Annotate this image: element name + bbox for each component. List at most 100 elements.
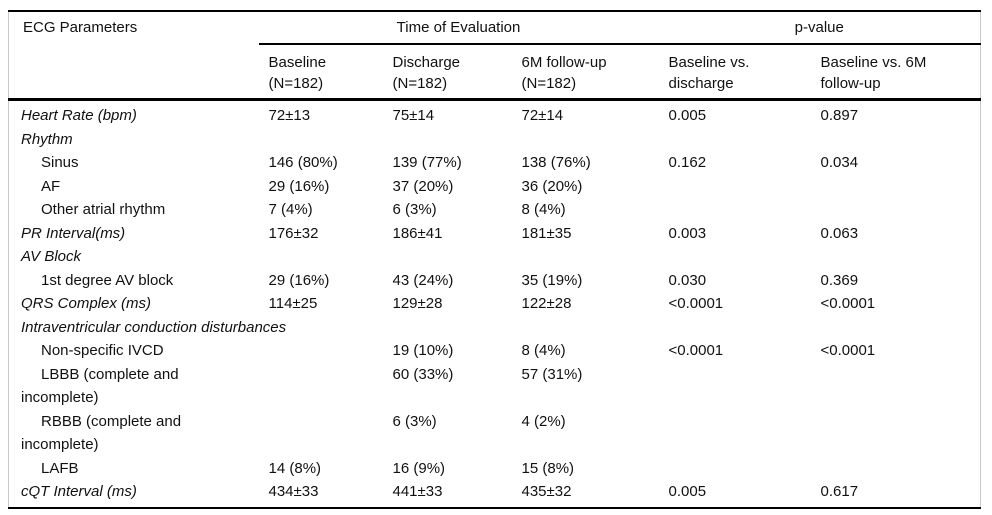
table-row: Sinus 146 (80%) 139 (77%) 138 (76%) 0.16… [9, 151, 981, 175]
table-row: Heart Rate (bpm) 72±13 75±14 72±14 0.005… [9, 100, 981, 128]
row-label: Rhythm [21, 130, 73, 148]
row-label: AF [41, 177, 61, 195]
cell-value: 0.005 [668, 483, 707, 500]
cell-value: 60 (33%) [392, 365, 454, 383]
cell-value: 29 (16%) [268, 177, 330, 195]
cell-value: 0.897 [820, 107, 859, 124]
table-body: Heart Rate (bpm) 72±13 75±14 72±14 0.005… [9, 100, 981, 508]
column-header-baseline-vs-6m-follow-up: Baseline vs. 6M follow-up [810, 44, 981, 101]
row-label: RBBB (complete and incomplete) [21, 412, 182, 454]
cell-value [811, 245, 981, 269]
cell-value [659, 363, 811, 410]
cell-value [811, 457, 981, 481]
cell-value: 43 (24%) [392, 271, 454, 289]
row-label: Intraventricular conduction disturbances [21, 318, 287, 336]
cell-value: 19 (10%) [392, 342, 454, 359]
cell-value [383, 245, 512, 269]
column-header-6m-follow-up: 6M follow-up (N=182) [511, 44, 659, 101]
column-header-line2: (N=182) [521, 75, 577, 92]
row-label: Heart Rate (bpm) [21, 107, 137, 124]
row-label: QRS Complex (ms) [21, 295, 152, 312]
cell-value [383, 128, 512, 152]
table-header: ECG Parameters Time of Evaluation p-valu… [8, 11, 981, 101]
group-header-p-value: p-value [658, 11, 981, 45]
table-row: cQT Interval (ms) 434±33 441±33 435±32 0… [9, 480, 981, 508]
cell-value: 37 (20%) [392, 177, 454, 195]
cell-value: <0.0001 [668, 342, 724, 359]
row-label: Non-specific IVCD [41, 342, 164, 359]
cell-value: 129±28 [392, 295, 443, 312]
cell-value [659, 410, 811, 457]
row-label: AV Block [21, 248, 82, 265]
cell-value [659, 245, 811, 269]
cell-value: 176±32 [268, 224, 319, 242]
cell-value: 7 (4%) [268, 201, 313, 218]
column-header-line1: Baseline vs. 6M [820, 54, 927, 71]
table-row: AV Block [9, 245, 981, 269]
table-row: Intraventricular conduction disturbances [9, 316, 981, 340]
cell-value: 8 (4%) [521, 201, 566, 218]
row-label: Other atrial rhythm [41, 201, 166, 218]
table-row: Rhythm [9, 128, 981, 152]
group-header-time-of-evaluation: Time of Evaluation [258, 11, 659, 45]
column-header-line2: (N=182) [392, 75, 448, 92]
cell-value [811, 128, 981, 152]
table-row: RBBB (complete and incomplete) 6 (3%) 4 … [9, 410, 981, 457]
cell-value [383, 316, 512, 340]
cell-value: <0.0001 [820, 295, 876, 312]
row-label: LBBB (complete and incomplete) [21, 365, 179, 407]
cell-value [259, 245, 383, 269]
cell-value: 4 (2%) [521, 412, 566, 430]
row-label: LAFB [41, 459, 79, 477]
cell-value: 0.005 [668, 107, 707, 124]
cell-value: <0.0001 [668, 295, 724, 312]
cell-value: 36 (20%) [521, 177, 583, 195]
cell-value: 6 (3%) [392, 412, 437, 430]
cell-value: 122±28 [521, 295, 572, 312]
cell-value: 138 (76%) [521, 154, 591, 171]
row-label: PR Interval(ms) [21, 224, 126, 242]
cell-value: 35 (19%) [521, 271, 583, 289]
cell-value [659, 457, 811, 481]
cell-value: 8 (4%) [521, 342, 566, 359]
table-row: AF 29 (16%) 37 (20%) 36 (20%) [9, 175, 981, 199]
cell-value: 441±33 [392, 483, 443, 500]
cell-value: 434±33 [268, 483, 319, 500]
column-header-line1: Discharge [392, 54, 461, 71]
cell-value: 114±25 [268, 295, 318, 312]
column-header-row: Baseline (N=182) Discharge (N=182) 6M fo… [9, 44, 981, 101]
cell-value: 435±32 [521, 483, 572, 500]
cell-value [259, 363, 383, 410]
cell-value [512, 245, 659, 269]
cell-value: 146 (80%) [268, 154, 338, 171]
cell-value: 15 (8%) [521, 459, 575, 477]
column-header-line1: 6M follow-up [521, 54, 607, 71]
cell-value: 0.034 [820, 154, 859, 171]
cell-value: 16 (9%) [392, 459, 446, 477]
cell-value [811, 410, 981, 457]
cell-value [512, 316, 659, 340]
cell-value [811, 316, 981, 340]
cell-value: 6 (3%) [392, 201, 437, 218]
cell-value [811, 198, 981, 222]
cell-value: 72±14 [521, 107, 564, 124]
ecg-parameters-table: ECG Parameters Time of Evaluation p-valu… [8, 10, 982, 509]
cell-value: 0.063 [820, 224, 859, 242]
column-header-line2: discharge [668, 75, 734, 92]
cell-value: 29 (16%) [268, 271, 330, 289]
cell-value [659, 175, 811, 199]
cell-value [259, 339, 383, 363]
corner-header: ECG Parameters [8, 11, 259, 101]
column-header-discharge: Discharge (N=182) [382, 44, 512, 101]
table-row: LBBB (complete and incomplete) 60 (33%) … [9, 363, 981, 410]
table-row: Other atrial rhythm 7 (4%) 6 (3%) 8 (4%) [9, 198, 981, 222]
table-row: LAFB 14 (8%) 16 (9%) 15 (8%) [9, 457, 981, 481]
cell-value: 181±35 [521, 224, 572, 242]
cell-value: <0.0001 [820, 342, 876, 359]
cell-value [811, 363, 981, 410]
row-label: Sinus [41, 154, 79, 171]
cell-value: 75±14 [392, 107, 435, 124]
cell-value: 0.617 [820, 483, 859, 500]
table-row: PR Interval(ms) 176±32 186±41 181±35 0.0… [9, 222, 981, 246]
